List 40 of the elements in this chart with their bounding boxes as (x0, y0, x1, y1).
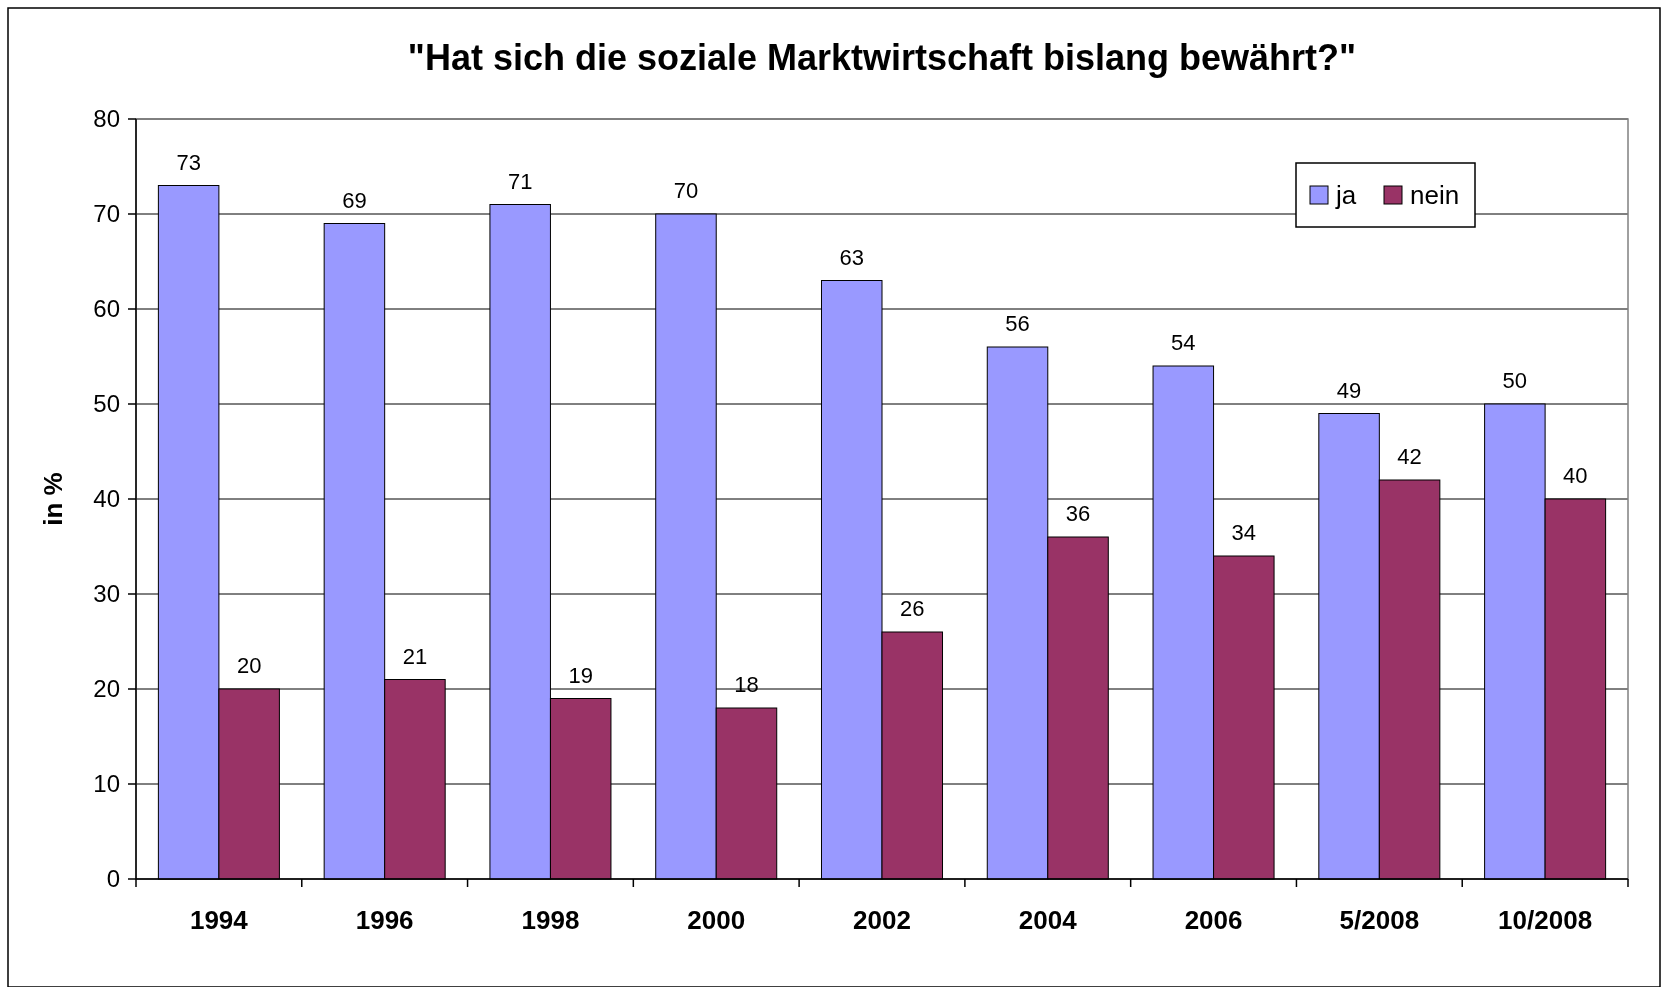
y-tick-label: 70 (93, 200, 120, 227)
y-tick-label: 40 (93, 485, 120, 512)
data-label: 73 (176, 149, 201, 175)
y-tick-label: 0 (106, 865, 120, 892)
data-label: 21 (402, 643, 428, 669)
x-tick-label: 1994 (189, 905, 249, 935)
y-tick-label: 60 (93, 295, 120, 322)
data-label: 34 (1231, 520, 1257, 545)
data-label: 26 (900, 596, 925, 621)
data-label: 56 (1005, 311, 1030, 336)
data-label: 19 (568, 662, 593, 688)
data-label: 42 (1397, 444, 1422, 469)
x-tick-label: 2004 (1018, 905, 1078, 935)
data-label: 50 (1502, 368, 1528, 393)
x-tick-label: 5/2008 (1339, 905, 1420, 935)
data-label: 63 (839, 244, 864, 270)
data-label: 71 (507, 168, 533, 194)
y-tick-label: 10 (93, 770, 120, 797)
chart-title: "Hat sich die soziale Marktwirtschaft bislang bewährt?" (407, 37, 1357, 78)
legend-label: nein (1410, 180, 1460, 210)
y-tick-label: 20 (93, 675, 120, 702)
y-tick-label: 30 (93, 580, 120, 607)
x-tick-label: 1998 (521, 905, 580, 935)
data-label: 18 (734, 672, 759, 697)
legend-label: ja (1335, 180, 1357, 210)
data-label: 40 (1563, 463, 1588, 488)
data-label: 70 (673, 178, 699, 203)
y-axis-title: in % (38, 472, 68, 526)
x-tick-label: 10/2008 (1498, 905, 1593, 935)
data-label: 69 (342, 187, 367, 213)
x-tick-label: 1996 (355, 905, 414, 935)
x-tick-label: 2006 (1184, 905, 1243, 935)
data-label: 36 (1065, 501, 1091, 526)
data-label: 49 (1336, 377, 1362, 403)
x-tick-label: 2002 (853, 905, 911, 935)
y-tick-label: 80 (93, 105, 120, 132)
y-tick-label: 50 (93, 390, 120, 417)
data-label: 20 (236, 653, 262, 678)
x-tick-label: 2000 (687, 905, 746, 935)
data-label: 54 (1171, 330, 1196, 355)
